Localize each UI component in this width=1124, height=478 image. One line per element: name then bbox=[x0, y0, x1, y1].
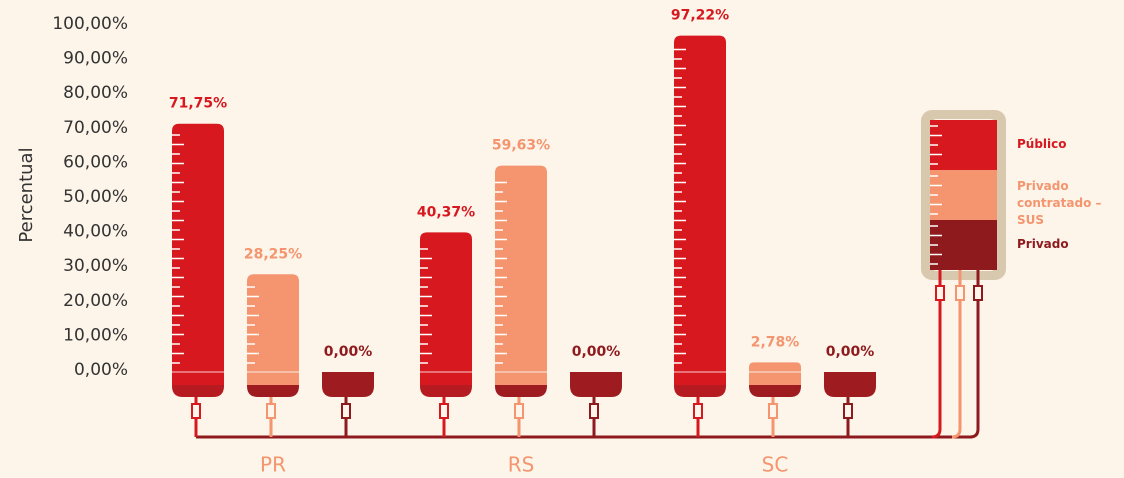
valve bbox=[439, 403, 449, 419]
y-axis-label: Percentual bbox=[16, 147, 37, 242]
value-label: 0,00% bbox=[826, 344, 875, 360]
valve bbox=[693, 403, 703, 419]
y-tick-label: 80,00% bbox=[63, 83, 128, 103]
bar bbox=[674, 35, 726, 385]
legend-label: Público bbox=[1017, 137, 1067, 151]
legend-swatch bbox=[930, 120, 997, 170]
bar bbox=[247, 274, 299, 385]
bag-base bbox=[570, 372, 622, 397]
x-tick-label: RS bbox=[508, 453, 535, 477]
value-label: 0,00% bbox=[324, 344, 373, 360]
bar bbox=[495, 165, 547, 385]
valve bbox=[955, 285, 965, 301]
y-tick-label: 100,00% bbox=[52, 14, 128, 34]
bag-base bbox=[322, 372, 374, 397]
value-label: 2,78% bbox=[751, 334, 800, 350]
valve bbox=[191, 403, 201, 419]
y-tick-label: 20,00% bbox=[63, 291, 128, 311]
x-tick-label: SC bbox=[762, 453, 789, 477]
value-label: 28,25% bbox=[244, 246, 302, 262]
valve bbox=[973, 285, 983, 301]
legend-swatch bbox=[930, 220, 997, 270]
tube bbox=[931, 428, 942, 439]
value-label: 0,00% bbox=[572, 344, 621, 360]
valve bbox=[935, 285, 945, 301]
bar bbox=[172, 123, 224, 386]
bar bbox=[749, 362, 801, 385]
tube bbox=[951, 428, 962, 439]
valve bbox=[514, 403, 524, 419]
legend-swatch bbox=[930, 170, 997, 220]
bar bbox=[420, 232, 472, 385]
value-label: 97,22% bbox=[671, 8, 729, 24]
valve bbox=[843, 403, 853, 419]
legend-label: Privado contratado – SUS bbox=[1017, 179, 1102, 227]
y-tick-label: 30,00% bbox=[63, 256, 128, 276]
legend-label: Privado bbox=[1017, 237, 1069, 251]
value-label: 40,37% bbox=[417, 204, 475, 220]
value-label: 71,75% bbox=[169, 96, 227, 112]
valve bbox=[341, 403, 351, 419]
bag-base bbox=[824, 372, 876, 397]
y-tick-label: 40,00% bbox=[63, 222, 128, 242]
valve bbox=[266, 403, 276, 419]
y-tick-label: 70,00% bbox=[63, 118, 128, 138]
valve bbox=[768, 403, 778, 419]
value-label: 59,63% bbox=[492, 138, 550, 154]
y-tick-label: 60,00% bbox=[63, 152, 128, 172]
y-tick-label: 10,00% bbox=[63, 325, 128, 345]
valve bbox=[589, 403, 599, 419]
y-tick-label: 0,00% bbox=[74, 360, 128, 380]
tube bbox=[969, 428, 980, 439]
x-tick-label: PR bbox=[260, 453, 286, 477]
y-tick-label: 50,00% bbox=[63, 187, 128, 207]
y-tick-label: 90,00% bbox=[63, 49, 128, 69]
